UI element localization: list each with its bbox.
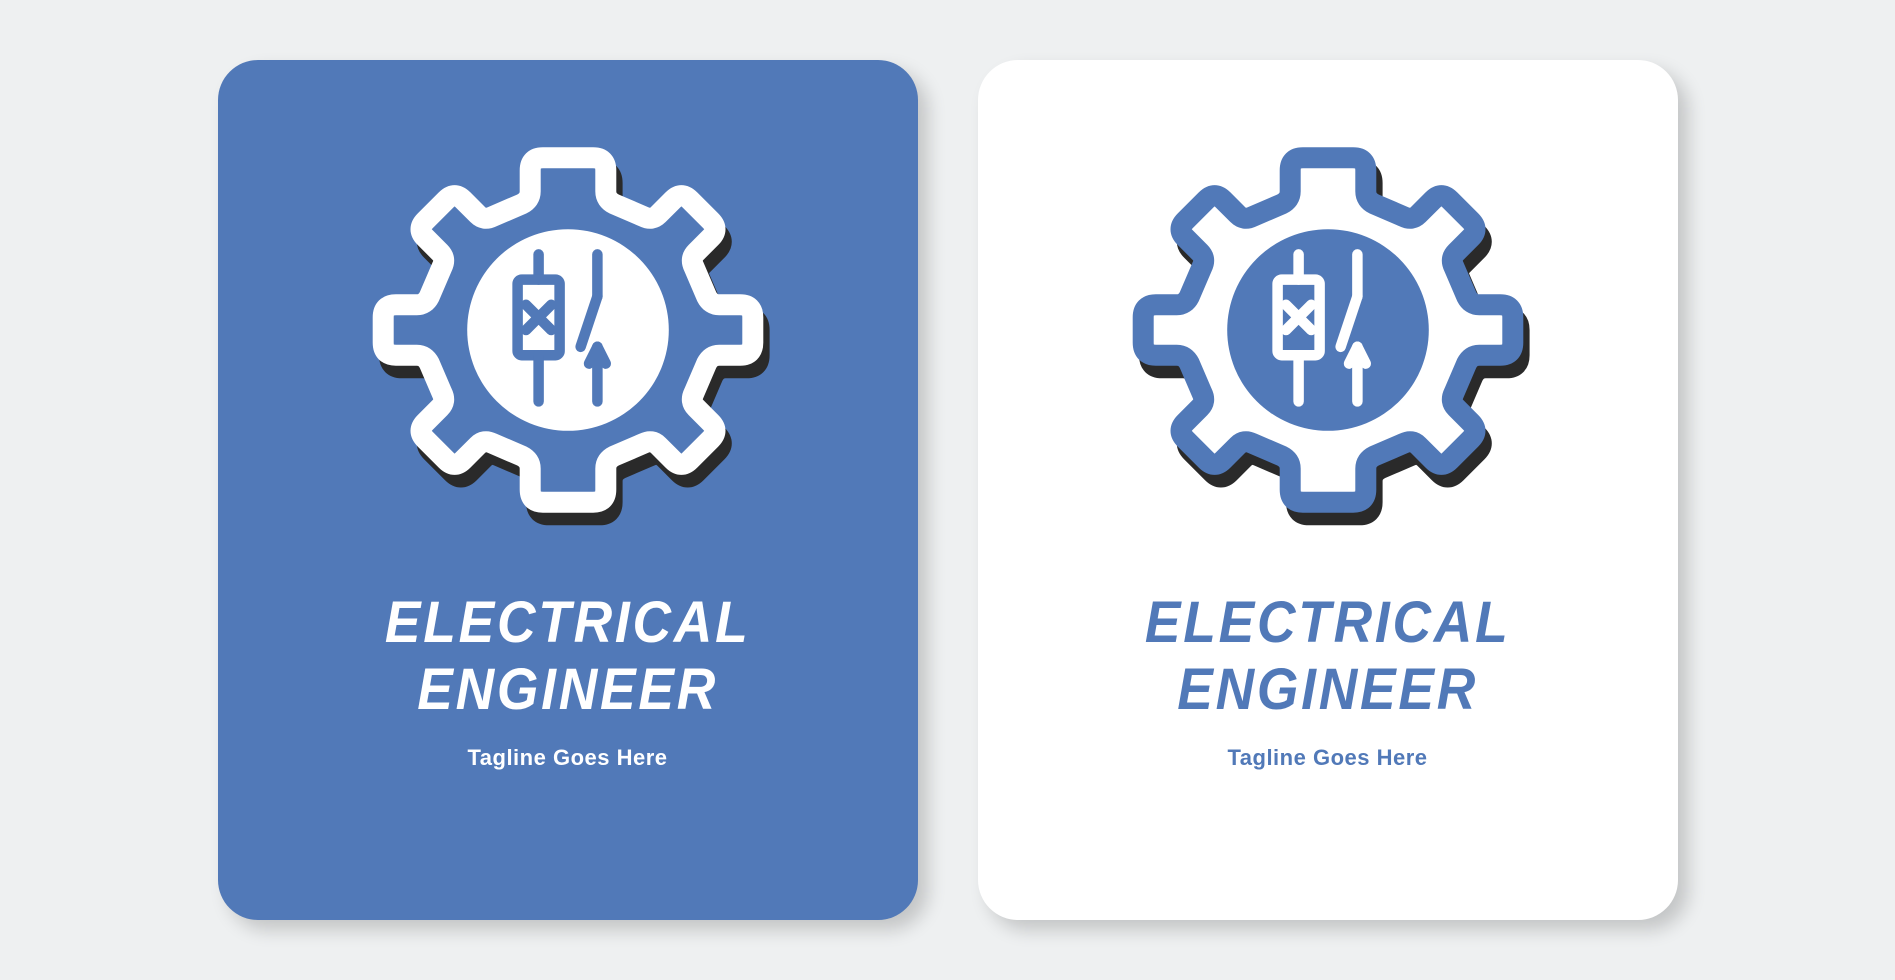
title-line-1: ELECTRICAL — [1145, 590, 1511, 655]
logo-title: ELECTRICAL ENGINEER — [385, 590, 751, 723]
logo-card-blue: ELECTRICAL ENGINEER Tagline Goes Here — [218, 60, 918, 920]
logo-card-white: ELECTRICAL ENGINEER Tagline Goes Here — [978, 60, 1678, 920]
title-line-2: ENGINEER — [1177, 657, 1478, 722]
logo-title: ELECTRICAL ENGINEER — [1145, 590, 1511, 723]
logo-tagline: Tagline Goes Here — [1227, 745, 1427, 771]
logo-tagline: Tagline Goes Here — [467, 745, 667, 771]
gear-electrical-icon — [1118, 120, 1538, 540]
title-line-1: ELECTRICAL — [385, 590, 751, 655]
gear-electrical-icon — [358, 120, 778, 540]
title-line-2: ENGINEER — [417, 657, 718, 722]
